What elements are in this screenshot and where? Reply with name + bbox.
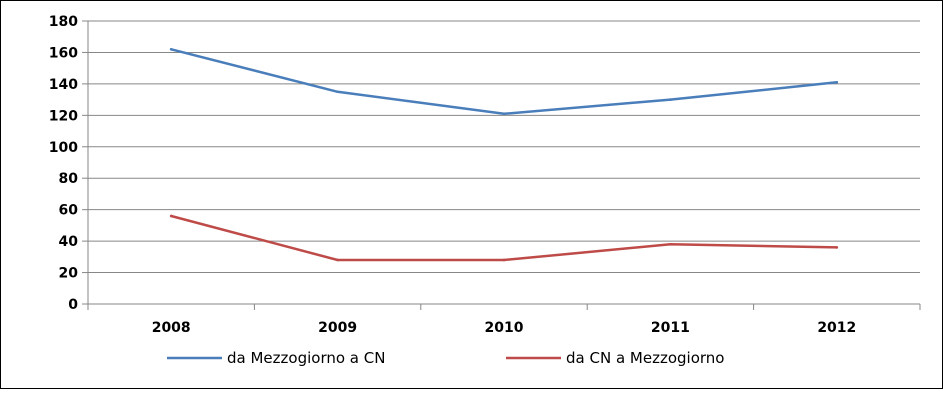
data-point [336, 258, 339, 262]
legend: da Mezzogiorno a CN da CN a Mezzogiorno [167, 349, 724, 367]
data-point [502, 258, 506, 262]
y-tick-label: 160 [49, 45, 78, 61]
data-point [336, 90, 339, 94]
data-point [169, 48, 173, 51]
x-axis-labels: 2008 2009 2010 2011 2012 [152, 320, 857, 336]
series-lines [169, 48, 839, 262]
y-axis-labels: 0 20 40 60 80 100 120 140 160 180 [49, 14, 78, 313]
y-tick-label: 0 [68, 297, 78, 313]
data-point [502, 112, 506, 116]
x-tick-label: 2008 [152, 320, 191, 336]
x-tick-label: 2010 [485, 320, 524, 336]
x-tick-label: 2009 [318, 320, 357, 336]
legend-label-2: da CN a Mezzogiorno [566, 349, 724, 367]
legend-label-1: da Mezzogiorno a CN [227, 349, 385, 367]
data-point [669, 242, 672, 246]
data-point [669, 98, 672, 101]
x-tick-label: 2011 [651, 320, 690, 336]
axes [82, 20, 921, 310]
gridlines [88, 20, 920, 274]
x-tick-label: 2012 [817, 320, 856, 336]
y-tick-label: 100 [49, 140, 78, 156]
y-tick-label: 60 [59, 203, 79, 219]
data-point [835, 246, 839, 249]
y-tick-label: 80 [59, 171, 79, 187]
series-line-1 [169, 48, 839, 116]
y-tick-label: 40 [59, 234, 79, 250]
y-tick-label: 120 [49, 108, 78, 124]
y-tick-label: 180 [49, 14, 78, 30]
y-tick-label: 20 [59, 266, 79, 282]
series-line-2 [169, 214, 839, 262]
data-point [835, 81, 839, 84]
data-point [169, 214, 173, 218]
y-tick-label: 140 [49, 77, 78, 93]
